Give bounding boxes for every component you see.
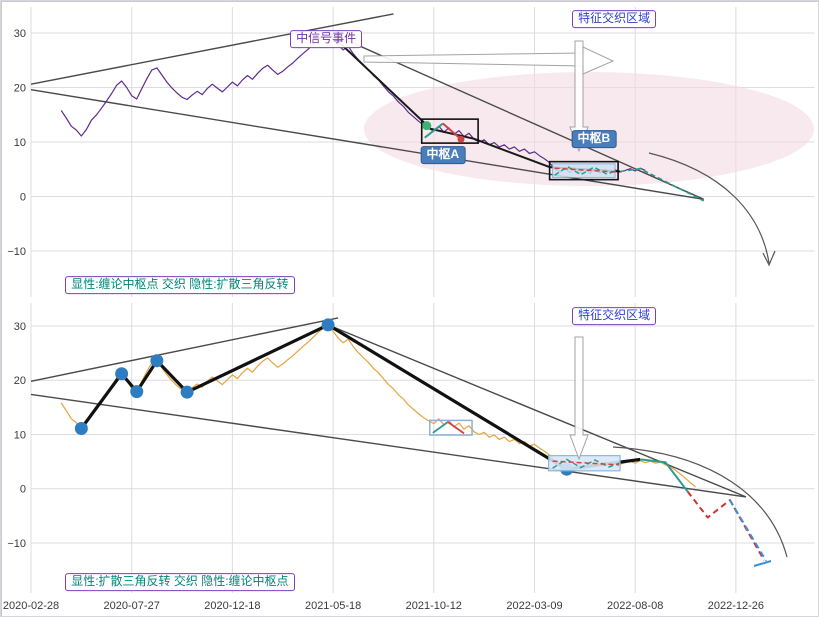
curve-line-bottom bbox=[612, 446, 788, 558]
zone-b-trend bbox=[552, 460, 620, 466]
pivot-zone-a-box bbox=[420, 118, 479, 144]
x-tick-label: 2021-10-12 bbox=[406, 600, 462, 612]
x-tick-label: 2022-03-09 bbox=[506, 600, 562, 612]
trendline-expanding-upper bbox=[30, 317, 339, 382]
y-tick-label: 30 bbox=[14, 28, 26, 40]
pivot-dot bbox=[180, 385, 194, 399]
y-tick-label: 0 bbox=[20, 484, 26, 496]
trendline-expanding-lower bbox=[30, 89, 704, 200]
trendline-expanding-lower bbox=[30, 393, 747, 498]
curve-arrowhead-top bbox=[762, 250, 776, 267]
y-tick-label: 20 bbox=[14, 375, 26, 387]
y-tick-label: −10 bbox=[7, 246, 26, 258]
y-tick-label: 20 bbox=[14, 83, 26, 95]
pivot-dot bbox=[321, 318, 335, 332]
blue-end-cap bbox=[753, 560, 772, 567]
x-tick-label: 2020-02-28 bbox=[3, 600, 59, 612]
zone-b-trend bbox=[554, 167, 616, 173]
fancy-arrow-down-bottom bbox=[569, 336, 589, 461]
pivot-dot bbox=[115, 367, 129, 381]
y-tick-label: 10 bbox=[14, 429, 26, 441]
y-tick-label: 10 bbox=[14, 137, 26, 149]
x-tick-label: 2022-12-26 bbox=[708, 600, 764, 612]
green-drop bbox=[640, 458, 689, 493]
y-tick-label: 30 bbox=[14, 321, 26, 333]
pivot-zone-b-box bbox=[548, 160, 619, 181]
zone-a-up-leg bbox=[432, 421, 449, 434]
x-tick-label: 2021-05-18 bbox=[305, 600, 361, 612]
x-tick-label: 2020-07-27 bbox=[104, 600, 160, 612]
zone-a-down-leg bbox=[442, 122, 462, 141]
pivot-zone-a-box bbox=[429, 419, 473, 436]
trendline-expanding-upper bbox=[30, 13, 394, 85]
zone-a-down-leg bbox=[447, 421, 465, 435]
post-zone-decline bbox=[619, 167, 705, 202]
blue-forecast-line bbox=[729, 499, 767, 562]
red-forecast-zigzag bbox=[686, 490, 765, 561]
trendline-decline-line bbox=[327, 324, 747, 498]
zone-a-up-leg bbox=[424, 122, 444, 139]
highlight-ellipse bbox=[364, 72, 814, 186]
x-tick-label: 2022-08-08 bbox=[607, 600, 663, 612]
curve-arrow-top bbox=[648, 152, 770, 264]
pivot-zigzag-bottom bbox=[80, 323, 641, 471]
zone-a-red-dot bbox=[457, 135, 465, 143]
y-tick-label: 0 bbox=[20, 192, 26, 204]
x-tick-label: 2020-12-18 bbox=[204, 600, 260, 612]
zone-a-green-dot bbox=[422, 121, 432, 131]
price-line-top bbox=[60, 31, 646, 175]
pivot-dot bbox=[150, 354, 164, 368]
pivot-dot bbox=[74, 422, 88, 436]
y-tick-label: −10 bbox=[7, 538, 26, 550]
pivot-dot bbox=[130, 385, 144, 399]
